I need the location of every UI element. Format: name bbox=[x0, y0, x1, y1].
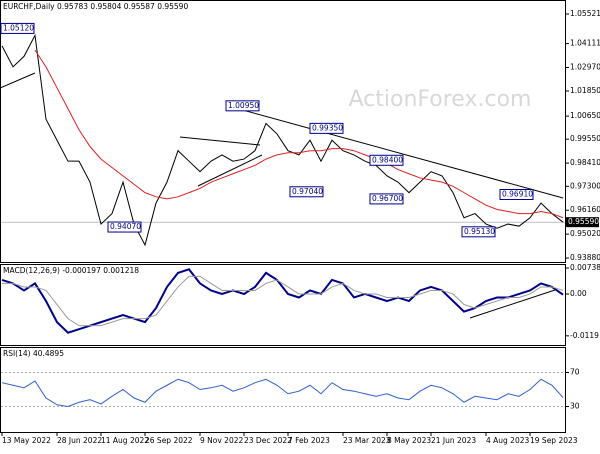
y-tick-label: 1.02970 bbox=[570, 62, 600, 71]
level-label: 1.05120 bbox=[3, 23, 34, 32]
x-tick-label: 9 Nov 2022 bbox=[200, 436, 243, 445]
y-tick-label: 0.99550 bbox=[570, 134, 600, 143]
level-box bbox=[309, 122, 344, 134]
chart-title: EURCHF,Daily 0.95783 0.95804 0.95587 0.9… bbox=[3, 2, 188, 11]
level-box bbox=[369, 193, 404, 205]
y-tick-label: 0.98410 bbox=[570, 158, 600, 167]
level-box bbox=[107, 221, 142, 233]
watermark: ActionForex.com bbox=[349, 87, 532, 112]
macd-panel bbox=[0, 264, 566, 346]
level-label: 0.98400 bbox=[372, 155, 403, 164]
level-box bbox=[369, 154, 404, 166]
x-tick-label: 13 May 2022 bbox=[2, 436, 51, 445]
series-line bbox=[1, 268, 564, 334]
x-tick-label: 23 Dec 2022 bbox=[244, 436, 292, 445]
x-tick-label: 7 Feb 2023 bbox=[288, 436, 330, 445]
y-tick-label: 0.00 bbox=[570, 289, 587, 298]
level-box bbox=[225, 100, 260, 112]
trend-line bbox=[0, 72, 36, 89]
y-tick-label: -0.0119 bbox=[570, 331, 599, 340]
x-tick-label: 21 Jun 2023 bbox=[431, 436, 476, 445]
x-tick-label: 23 Mar 2023 bbox=[343, 436, 391, 445]
level-label: 0.97040 bbox=[292, 187, 323, 196]
level-box bbox=[499, 189, 534, 201]
macd-title: MACD(12,26,9) -0.000197 0.001218 bbox=[3, 266, 139, 275]
y-tick-label: 0.96160 bbox=[570, 205, 600, 214]
series-line bbox=[1, 33, 564, 247]
series-line bbox=[2, 275, 564, 327]
level-box bbox=[461, 226, 496, 238]
current-price-label: 0.95590 bbox=[568, 217, 599, 226]
series-line bbox=[34, 49, 564, 219]
y-tick-label: 1.05521 bbox=[570, 9, 600, 18]
y-tick-label: 70 bbox=[570, 368, 580, 377]
trend-line bbox=[179, 136, 261, 146]
level-label: 0.95130 bbox=[464, 227, 495, 236]
y-tick-label: 1.04111 bbox=[570, 39, 600, 48]
level-label: 1.00950 bbox=[228, 101, 259, 110]
rsi-panel bbox=[0, 347, 566, 433]
y-tick-label: 1.00650 bbox=[570, 111, 600, 120]
level-label: 0.94070 bbox=[110, 222, 141, 231]
level-label: 0.96700 bbox=[372, 194, 403, 203]
x-tick-label: 19 Sep 2023 bbox=[530, 436, 578, 445]
level-label: 0.96910 bbox=[502, 190, 533, 199]
x-tick-label: 26 Sep 2022 bbox=[145, 436, 193, 445]
trend-line bbox=[227, 105, 564, 199]
level-box bbox=[0, 22, 35, 34]
y-tick-label: 0.97300 bbox=[570, 181, 600, 190]
level-box bbox=[289, 186, 324, 198]
rsi-title: RSI(14) 40.4895 bbox=[3, 349, 64, 358]
trend-line bbox=[469, 289, 556, 319]
x-tick-label: 11 Aug 2022 bbox=[101, 436, 149, 445]
x-tick-label: 28 Jun 2022 bbox=[57, 436, 102, 445]
trend-line bbox=[197, 154, 263, 187]
y-tick-label: 0.95020 bbox=[570, 229, 600, 238]
x-tick-label: 8 May 2023 bbox=[387, 436, 431, 445]
y-tick-label: 1.01850 bbox=[570, 86, 600, 95]
y-tick-label: 0.007384 bbox=[570, 263, 600, 272]
series-line bbox=[1, 378, 564, 408]
y-tick-label: 30 bbox=[570, 402, 580, 411]
current-price-box bbox=[566, 217, 599, 228]
level-label: 0.99350 bbox=[312, 123, 343, 132]
price-panel bbox=[0, 0, 566, 263]
x-tick-label: 4 Aug 2023 bbox=[486, 436, 529, 445]
y-tick-label: 0.93880 bbox=[570, 253, 600, 262]
